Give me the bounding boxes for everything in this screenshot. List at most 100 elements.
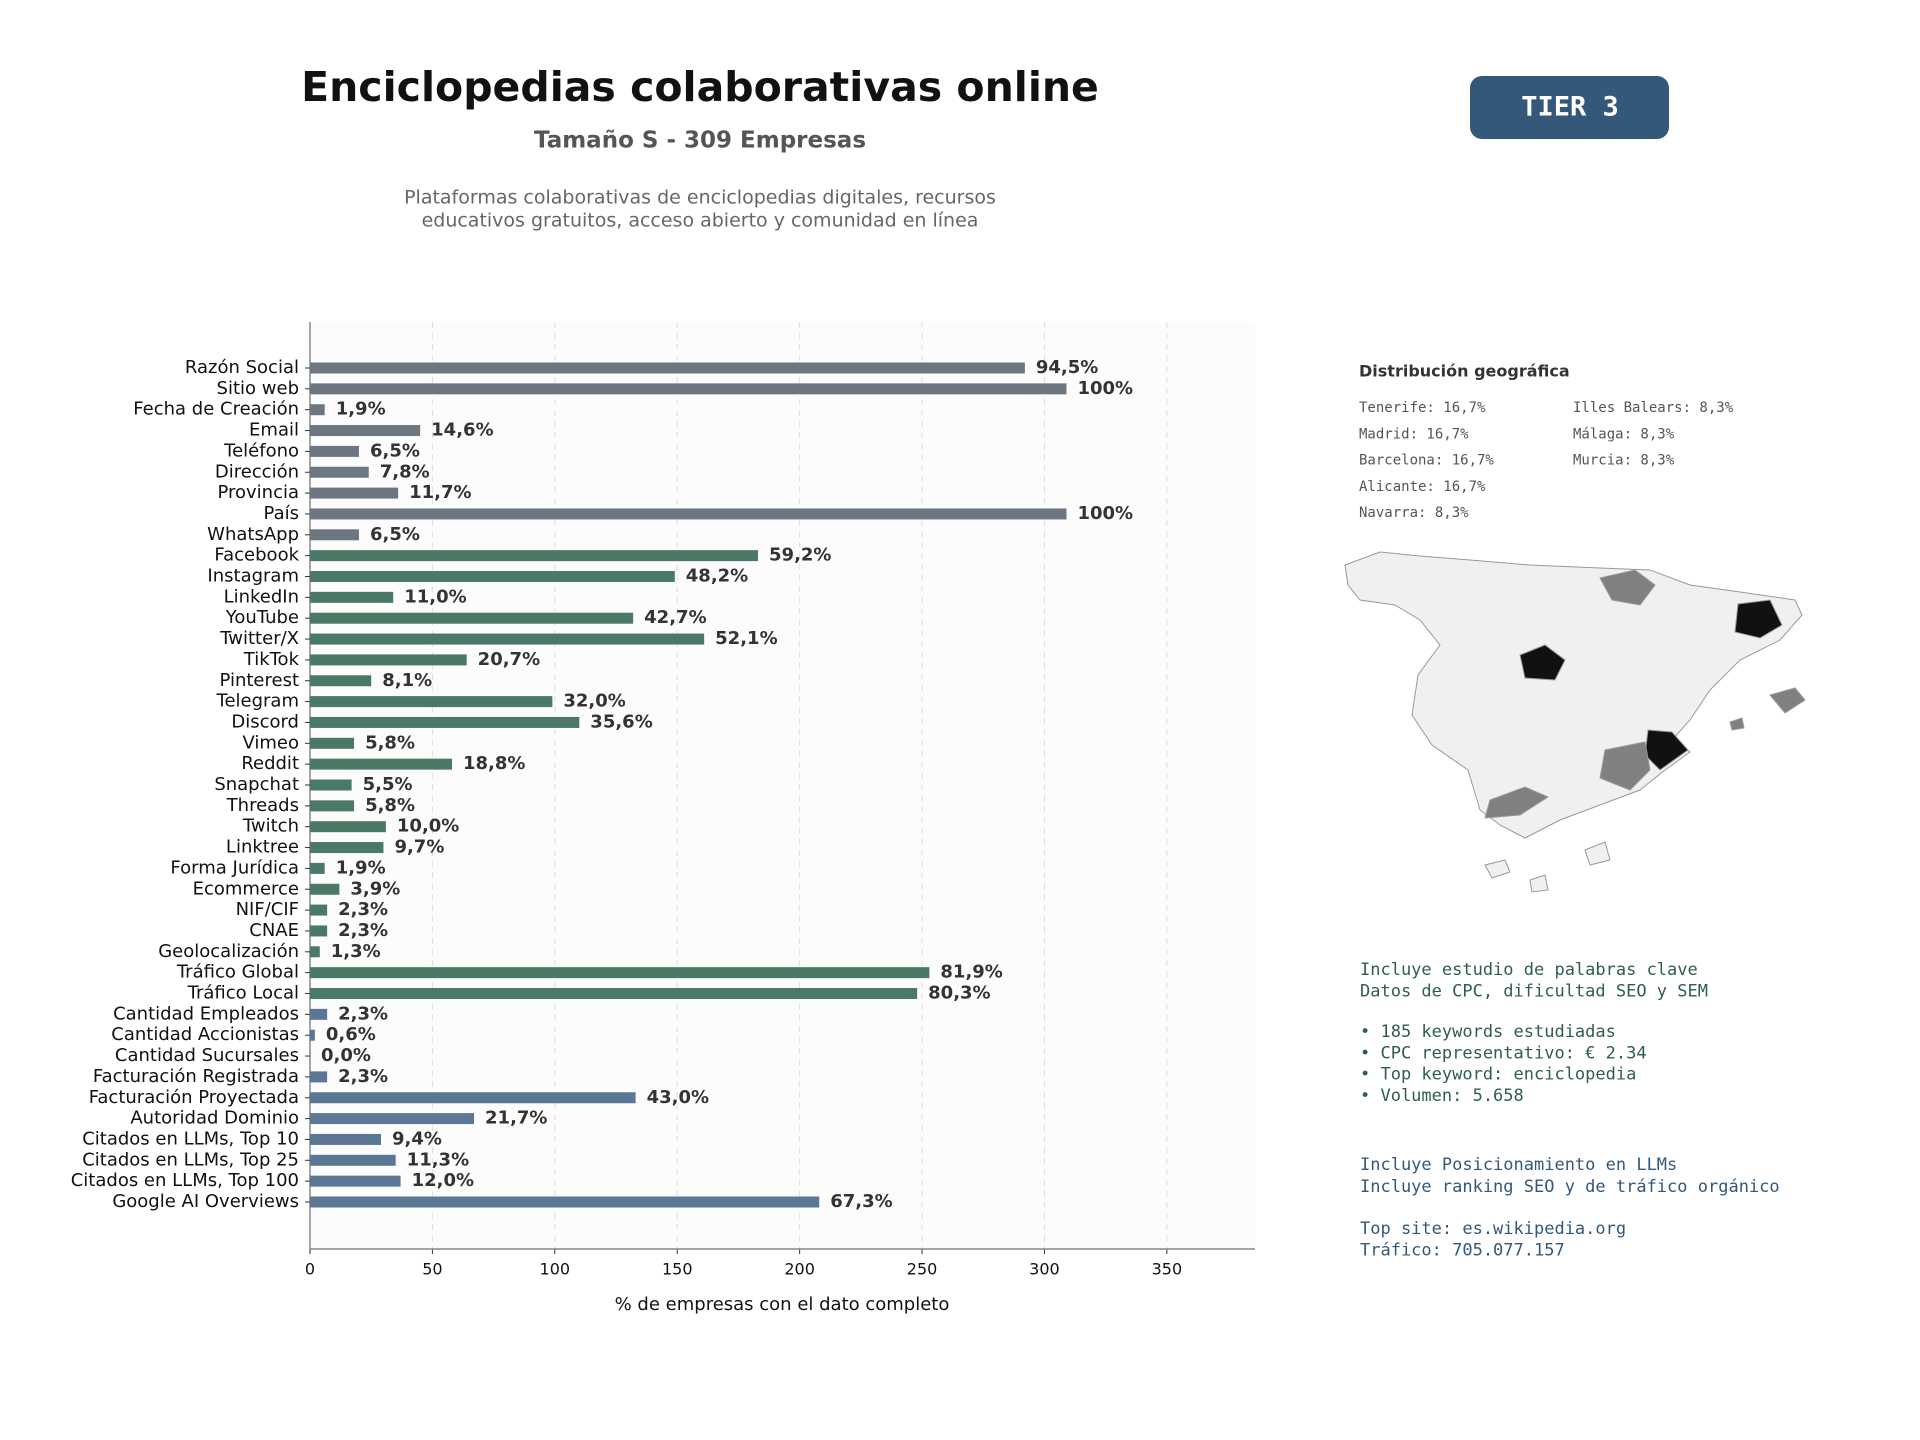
map-island <box>1484 859 1511 879</box>
value-label: 35,6% <box>590 711 652 732</box>
y-tick-label: Vimeo <box>242 732 299 753</box>
map-region <box>1769 687 1806 714</box>
y-tick-label: Facturación Proyectada <box>89 1087 299 1108</box>
bar <box>310 821 386 833</box>
x-tick-label: 100 <box>540 1260 571 1279</box>
value-label: 20,7% <box>478 649 540 670</box>
y-tick-label: País <box>264 503 299 524</box>
bar <box>310 946 320 958</box>
plot-area <box>310 322 1255 1249</box>
bar <box>310 1092 636 1104</box>
x-axis-label: % de empresas con el dato completo <box>615 1294 950 1315</box>
y-tick-label: Fecha de Creación <box>133 399 299 420</box>
value-label: 80,3% <box>928 983 990 1004</box>
geo-item: Illes Balears: 8,3% <box>1573 400 1734 416</box>
value-label: 2,3% <box>338 899 388 920</box>
x-tick-label: 0 <box>305 1260 315 1279</box>
value-label: 67,3% <box>830 1191 892 1212</box>
y-tick-label: Citados en LLMs, Top 25 <box>82 1149 299 1170</box>
map-region <box>1599 569 1656 606</box>
map-region <box>1729 717 1745 731</box>
bar <box>310 904 328 916</box>
info-text: • Top keyword: enciclopedia <box>1360 1065 1636 1085</box>
bar <box>310 1113 475 1125</box>
value-label: 1,9% <box>336 399 386 420</box>
bar <box>310 758 452 770</box>
geo-title: Distribución geográfica <box>1359 362 1570 381</box>
value-label: 52,1% <box>715 628 777 649</box>
bar <box>310 967 930 979</box>
y-tick-label: Cantidad Empleados <box>113 1003 299 1024</box>
value-label: 43,0% <box>647 1087 709 1108</box>
info-text: • CPC representativo: € 2.34 <box>1360 1043 1647 1063</box>
y-tick-label: Tráfico Local <box>187 983 299 1004</box>
bar <box>310 716 580 728</box>
info-text: • Volumen: 5.658 <box>1360 1086 1524 1106</box>
value-label: 59,2% <box>769 545 831 566</box>
description: Plataformas colaborativas de enciclopedi… <box>404 187 996 209</box>
value-label: 10,0% <box>397 816 459 837</box>
y-tick-label: Cantidad Accionistas <box>111 1024 299 1045</box>
bar <box>310 404 325 416</box>
map-region <box>1484 786 1550 819</box>
info-text: Tráfico: 705.077.157 <box>1360 1241 1565 1261</box>
map-mainland <box>1344 551 1803 839</box>
value-label: 21,7% <box>485 1108 547 1129</box>
description: educativos gratuitos, acceso abierto y c… <box>422 210 979 232</box>
bar <box>310 633 705 645</box>
geo-item: Málaga: 8,3% <box>1573 426 1675 442</box>
bar <box>310 654 467 666</box>
bar <box>310 1133 381 1145</box>
x-tick-label: 150 <box>662 1260 693 1279</box>
bar <box>310 737 355 749</box>
bar <box>310 529 359 541</box>
value-label: 11,0% <box>404 586 466 607</box>
bar <box>310 362 1025 374</box>
y-tick-label: Autoridad Dominio <box>130 1108 299 1129</box>
y-tick-label: Discord <box>231 711 299 732</box>
y-tick-label: WhatsApp <box>207 524 299 545</box>
y-tick-label: Telegram <box>216 691 299 712</box>
bar <box>310 925 328 937</box>
bar <box>310 466 369 478</box>
value-label: 5,5% <box>363 774 413 795</box>
y-tick-label: Email <box>249 420 299 441</box>
y-tick-label: Tráfico Global <box>176 962 299 983</box>
value-label: 3,9% <box>350 878 400 899</box>
y-tick-label: CNAE <box>249 920 299 941</box>
map-island <box>1529 874 1549 893</box>
bar <box>310 1008 328 1020</box>
value-label: 32,0% <box>563 691 625 712</box>
info-text: Incluye Posicionamiento en LLMs <box>1360 1155 1677 1175</box>
y-tick-label: Forma Jurídica <box>170 857 299 878</box>
value-label: 1,3% <box>331 941 381 962</box>
y-tick-label: Instagram <box>207 566 299 587</box>
value-label: 42,7% <box>644 607 706 628</box>
y-tick-label: Linktree <box>226 837 299 858</box>
value-label: 9,7% <box>394 837 444 858</box>
bar <box>310 425 421 437</box>
bar <box>310 988 918 999</box>
info-text: Incluye ranking SEO y de tráfico orgánic… <box>1360 1177 1780 1197</box>
value-label: 2,3% <box>338 920 388 941</box>
bar <box>310 696 553 708</box>
geo-item: Alicante: 16,7% <box>1359 479 1486 495</box>
y-tick-label: Twitter/X <box>219 628 299 649</box>
y-tick-label: Pinterest <box>219 670 299 691</box>
y-tick-label: Facebook <box>214 545 299 566</box>
value-label: 81,9% <box>940 962 1002 983</box>
value-label: 6,5% <box>370 524 420 545</box>
value-label: 100% <box>1077 378 1133 399</box>
tier-badge <box>1470 76 1669 139</box>
y-tick-label: Threads <box>226 795 299 816</box>
bar <box>310 842 384 854</box>
value-label: 8,1% <box>382 670 432 691</box>
y-tick-label: Google AI Overviews <box>112 1191 299 1212</box>
info-text: Top site: es.wikipedia.org <box>1360 1219 1626 1239</box>
bar <box>310 1029 315 1041</box>
y-tick-label: Citados en LLMs, Top 10 <box>82 1128 299 1149</box>
bar <box>310 508 1067 520</box>
y-tick-label: Snapchat <box>214 774 299 795</box>
y-tick-label: Cantidad Sucursales <box>115 1045 299 1066</box>
